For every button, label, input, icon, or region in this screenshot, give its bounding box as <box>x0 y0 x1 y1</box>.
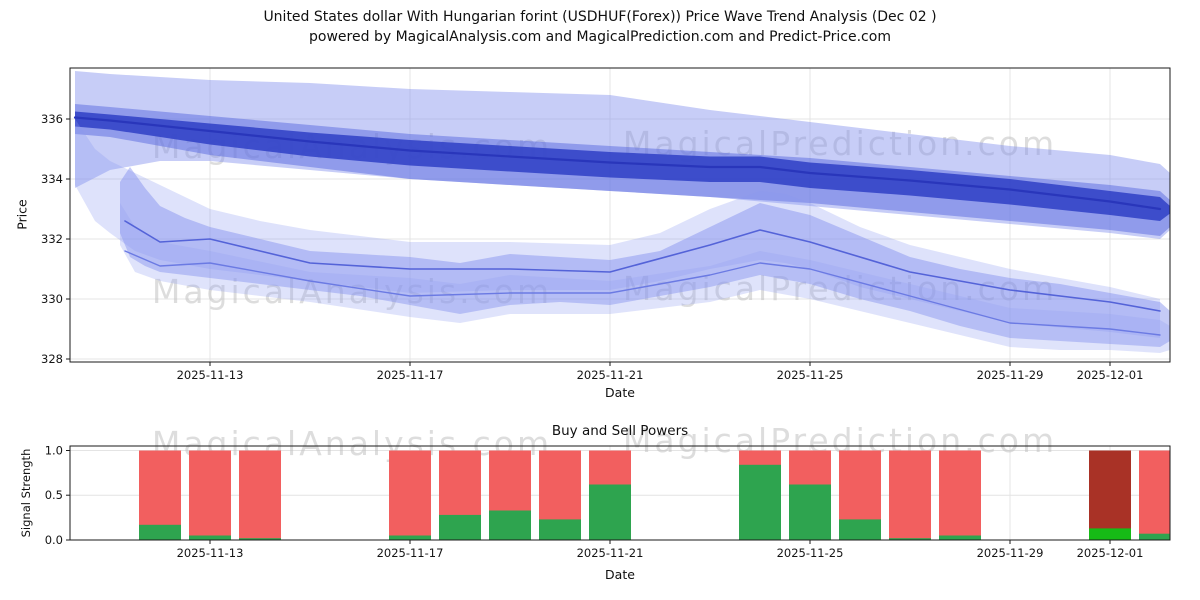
buy-bar <box>739 464 781 540</box>
signal-plot-frame <box>69 445 1171 541</box>
sell-bar <box>189 450 231 540</box>
buy-bar <box>1089 528 1131 540</box>
svg-text:2025-11-17: 2025-11-17 <box>377 546 444 560</box>
watermark-text: MagicalPrediction.com <box>623 421 1057 460</box>
sell-bar <box>239 450 281 540</box>
price-x-axis-label: Date <box>605 385 635 400</box>
lower-main-band <box>120 167 1170 347</box>
buy-bar <box>439 514 481 540</box>
page-title: United States dollar With Hungarian fori… <box>263 9 937 25</box>
mid-connector-band <box>75 119 1160 338</box>
price-y-axis-label: Price <box>14 199 30 230</box>
svg-text:2025-11-29: 2025-11-29 <box>977 546 1044 560</box>
svg-text:2025-12-01: 2025-12-01 <box>1077 368 1144 382</box>
lower-envelope <box>120 203 1170 353</box>
svg-text:330: 330 <box>41 292 63 306</box>
watermark-text: MagicalAnalysis.com <box>152 272 552 311</box>
page-subtitle: powered by MagicalAnalysis.com and Magic… <box>309 29 891 45</box>
buy-bar <box>1139 533 1170 540</box>
sell-bar <box>389 450 431 540</box>
svg-text:2025-11-17: 2025-11-17 <box>377 368 444 382</box>
buy-bar <box>389 535 431 540</box>
svg-text:332: 332 <box>41 232 63 246</box>
svg-text:336: 336 <box>41 112 63 126</box>
svg-text:2025-11-13: 2025-11-13 <box>177 546 244 560</box>
sell-bar <box>1139 450 1170 540</box>
buy-bar <box>889 538 931 540</box>
buy-bar <box>589 484 631 540</box>
svg-text:2025-11-29: 2025-11-29 <box>977 368 1044 382</box>
svg-text:334: 334 <box>41 172 63 186</box>
svg-text:2025-11-13: 2025-11-13 <box>177 368 244 382</box>
buy-bar <box>839 519 881 540</box>
buy-bar <box>939 535 981 540</box>
lower-trend-line <box>124 250 1161 336</box>
buy-bar <box>789 484 831 540</box>
svg-text:0.5: 0.5 <box>45 488 63 502</box>
buy-bar <box>239 538 281 540</box>
signal-chart-title: Buy and Sell Powers <box>551 423 689 439</box>
watermark-text: MagicalPrediction.com <box>623 269 1057 308</box>
svg-text:2025-11-21: 2025-11-21 <box>577 546 644 560</box>
upper-dark-band <box>75 111 1170 221</box>
svg-text:2025-11-25: 2025-11-25 <box>777 546 844 560</box>
sell-bar <box>939 450 981 540</box>
signal-y-axis-label: Signal Strength <box>19 448 33 538</box>
buy-bar <box>139 524 181 540</box>
svg-text:328: 328 <box>41 352 63 366</box>
buy-bar <box>539 519 581 540</box>
svg-text:1.0: 1.0 <box>45 444 63 458</box>
sell-bar <box>1089 450 1131 540</box>
signal-x-axis-label: Date <box>605 567 635 582</box>
sell-bar <box>889 450 931 540</box>
mid-trend-line <box>124 220 1161 312</box>
svg-text:2025-12-01: 2025-12-01 <box>1077 546 1144 560</box>
price-plot-frame <box>69 67 1171 363</box>
upper-trend-line <box>73 116 1162 211</box>
svg-text:2025-11-21: 2025-11-21 <box>577 368 644 382</box>
buy-bar <box>189 535 231 540</box>
buy-bar <box>489 510 531 540</box>
svg-text:0.0: 0.0 <box>45 533 63 547</box>
svg-text:2025-11-25: 2025-11-25 <box>777 368 844 382</box>
